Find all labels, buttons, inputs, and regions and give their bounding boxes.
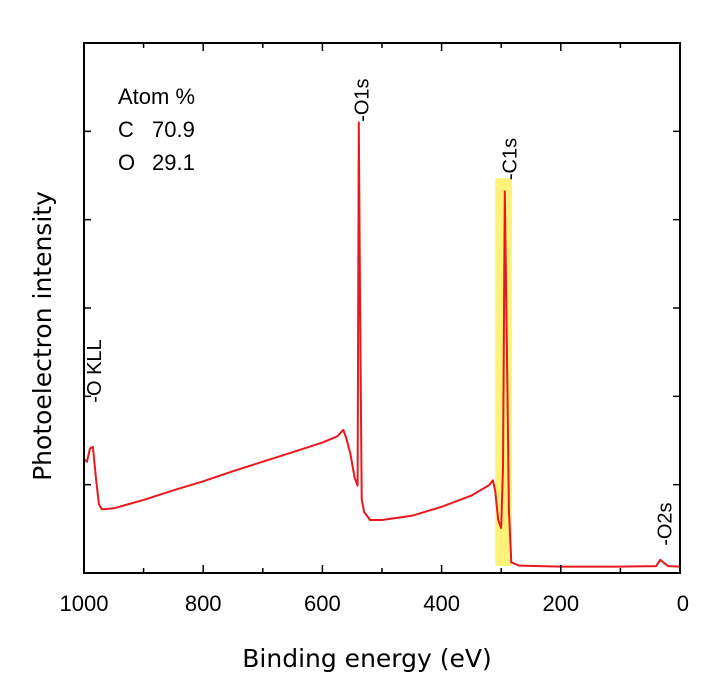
legend-value-o: 29.1 [152, 150, 195, 175]
peak-label: -C1s [499, 138, 521, 180]
y-axis-ticks [84, 130, 680, 486]
peak-label: -O1s [352, 78, 374, 121]
x-tick-label: 200 [542, 591, 579, 616]
legend: Atom % C 70.9 O 29.1 [118, 84, 195, 175]
x-tick-labels: 1000 800 600 400 200 0 [60, 591, 689, 616]
spectrum-line [83, 121, 681, 568]
x-tick-label: 400 [423, 591, 460, 616]
x-tick-label: 600 [304, 591, 341, 616]
legend-element-o: O [118, 150, 135, 175]
legend-title: Atom % [118, 84, 195, 109]
legend-element-c: C [118, 117, 134, 142]
legend-value-c: 70.9 [152, 117, 195, 142]
x-axis-ticks [83, 43, 681, 573]
x-axis-title: Binding energy (eV) [242, 644, 491, 673]
x-tick-label: 1000 [60, 591, 109, 616]
y-axis-title: Photoelectron intensity [28, 191, 57, 481]
peak-label: -O2s [654, 502, 676, 545]
peak-annotations: -O KLL -O1s -C1s -O2s [84, 78, 676, 545]
x-tick-label: 0 [677, 591, 689, 616]
spectrum-series [83, 121, 681, 568]
x-tick-label: 800 [185, 591, 222, 616]
peak-label: -O KLL [84, 339, 106, 402]
